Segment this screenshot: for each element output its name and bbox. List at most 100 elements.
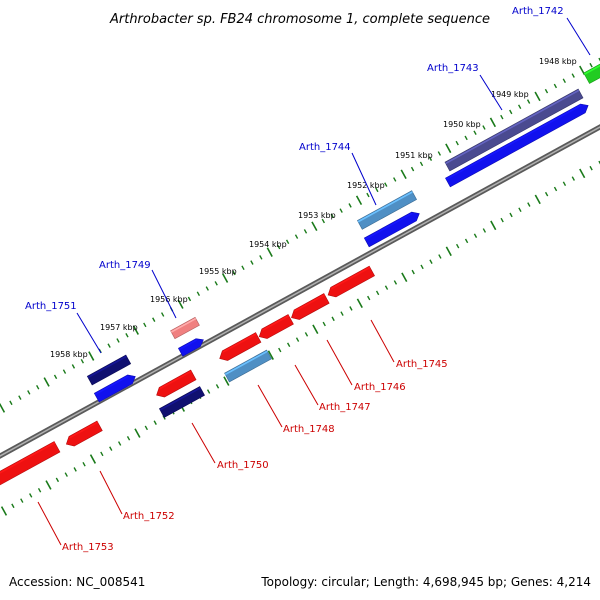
gene-arth-1743-highlight: [445, 89, 580, 165]
scale-tick: [125, 333, 129, 338]
gene-reverse-red-1-highlight: [222, 333, 257, 353]
scale-tick: [455, 243, 460, 249]
gene-label-arth-1748[interactable]: Arth_1748: [283, 424, 335, 435]
backbone: [0, 124, 600, 459]
gene-label-arth-1752[interactable]: Arth_1752: [123, 511, 175, 522]
gene-forward-blue-3-body: [178, 338, 204, 357]
gene-arth-1747[interactable]: [258, 314, 294, 339]
gene-arth-1746-body: [291, 293, 330, 320]
gene-forward-blue-3[interactable]: [178, 338, 204, 357]
gene-arth-1753[interactable]: [0, 441, 61, 487]
gene-arth-1744-highlight: [357, 191, 413, 223]
gene-arth-1742[interactable]: [583, 60, 600, 84]
scale-tick: [544, 88, 549, 94]
scale-tick: [43, 377, 50, 387]
scale-tick: [517, 104, 522, 110]
gene-arth-1748-highlight: [224, 350, 268, 376]
gene-forward-blue-4[interactable]: [93, 374, 136, 403]
gene-arth-1753-highlight: [0, 442, 56, 474]
gene-arth-1744[interactable]: [357, 190, 417, 230]
scale-tick: [232, 270, 236, 276]
gene-label-arth-1753[interactable]: Arth_1753: [62, 542, 114, 553]
scale-tick: [267, 350, 274, 360]
scale-tick: [526, 99, 531, 104]
gene-forward-blue-2-body: [363, 211, 420, 248]
scale-tick: [109, 446, 113, 451]
gene-forward-blue-2[interactable]: [363, 211, 420, 248]
gene-label-arth-1745[interactable]: Arth_1745: [396, 359, 448, 370]
gene-arth-1746[interactable]: [291, 293, 330, 320]
gene-arth-1753-body: [0, 441, 61, 486]
scale-tick: [375, 290, 380, 296]
scale-tick: [589, 62, 593, 68]
gene-label-arth-1743[interactable]: Arth_1743: [427, 63, 479, 74]
gene-arth-1747-body: [258, 314, 294, 339]
gene-arth-1751-body: [86, 354, 132, 386]
gene-arth-1745[interactable]: [327, 265, 375, 298]
gene-forward-blue-1[interactable]: [445, 103, 589, 188]
scale-tick: [152, 317, 156, 322]
scale-tick: [64, 472, 68, 477]
scale-tick: [250, 260, 254, 265]
scale-tick: [384, 285, 389, 290]
scale-tick: [400, 169, 407, 180]
gene-label-arth-1744[interactable]: Arth_1744: [299, 142, 351, 153]
scale-tick: [544, 191, 549, 197]
gene-reverse-red-1[interactable]: [219, 332, 262, 361]
scale-tick: [126, 436, 131, 441]
gene-label-arth-1750[interactable]: Arth_1750: [217, 460, 269, 471]
scale-tick: [241, 265, 245, 271]
scale-tick: [215, 384, 220, 389]
gene-arth-1749[interactable]: [170, 316, 200, 340]
scale-tick: [303, 229, 308, 234]
gene-label-arth-1742[interactable]: Arth_1742: [512, 6, 564, 17]
scale-tick: [579, 168, 586, 179]
scale-tick: [445, 246, 452, 257]
scale-tick: [311, 221, 318, 231]
gene-arth-1751[interactable]: [86, 354, 132, 386]
tick-label: 1951 kbp: [395, 151, 433, 160]
scale-tick: [349, 306, 353, 311]
gene-arth-1744-body: [357, 190, 417, 230]
scale-tick: [428, 156, 433, 161]
leader-line: [370, 319, 395, 363]
gene-label-arth-1746[interactable]: Arth_1746: [354, 382, 406, 393]
gene-arth-1743[interactable]: [444, 88, 584, 172]
gene-arth-1747-highlight: [262, 315, 290, 331]
tick-labels: 1948 kbp 1949 kbp 1950 kbp 1951 kbp 1952…: [50, 57, 577, 359]
scale-tick: [401, 272, 408, 283]
gene-reverse-red-2-highlight: [159, 370, 192, 390]
tick-label: 1950 kbp: [443, 120, 481, 129]
gene-forward-blue-1-body: [445, 103, 589, 188]
gene-arth-1750-highlight: [159, 387, 201, 411]
gene-arth-1748[interactable]: [224, 349, 272, 383]
scale-tracks: [0, 57, 600, 516]
scale-tick: [598, 160, 600, 165]
scale-tick: [107, 343, 111, 348]
scale-tick: [116, 338, 120, 343]
scale-tick: [518, 207, 522, 213]
leader-line: [351, 152, 377, 206]
gene-reverse-red-2[interactable]: [156, 369, 197, 398]
scale-tick: [37, 487, 42, 493]
scale-tick: [117, 441, 122, 446]
scale-tick: [277, 244, 281, 250]
scale-tick: [437, 151, 442, 156]
scale-tick: [53, 374, 58, 380]
scale-tick: [134, 428, 141, 438]
scale-tick: [330, 213, 334, 219]
scale-tick: [223, 376, 230, 386]
scale-tick: [445, 143, 452, 154]
scale-tick: [27, 390, 31, 395]
gene-label-arth-1747[interactable]: Arth_1747: [319, 402, 371, 413]
gene-arth-1752[interactable]: [65, 420, 103, 447]
scale-tick: [553, 83, 558, 89]
scale-tick: [89, 454, 97, 464]
leader-line: [479, 74, 503, 111]
gene-label-arth-1751[interactable]: Arth_1751: [25, 301, 77, 312]
scale-tick: [393, 280, 398, 285]
gene-label-arth-1749[interactable]: Arth_1749: [99, 260, 151, 271]
gene-arth-1750[interactable]: [159, 386, 205, 418]
scale-tick: [9, 400, 13, 406]
map-title: Arthrobacter sp. FB24 chromosome 1, comp…: [109, 12, 490, 27]
